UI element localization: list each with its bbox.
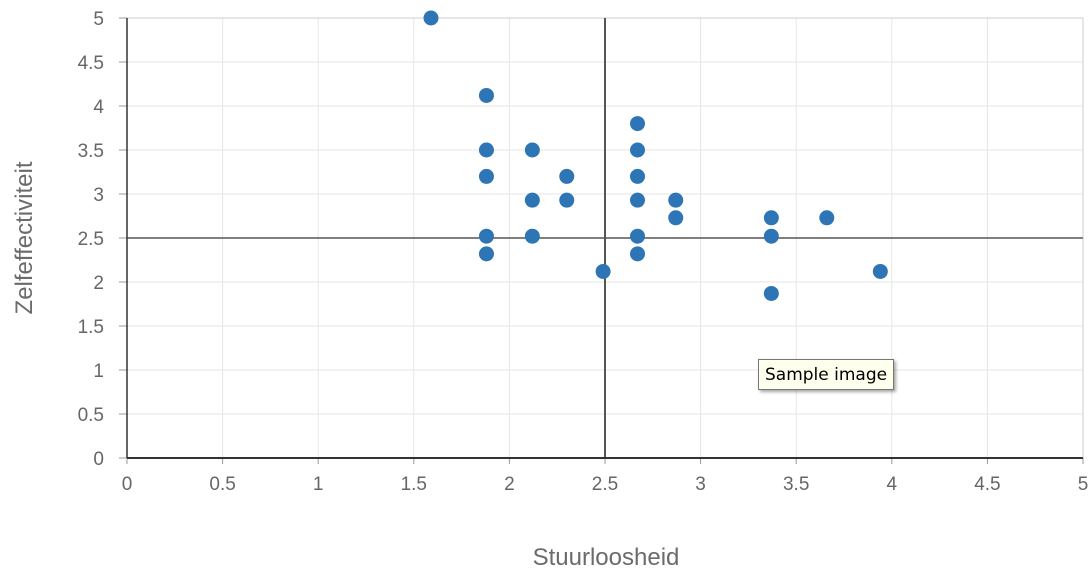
data-point [630, 168, 646, 184]
y-tick-label: 2 [93, 273, 104, 294]
data-point [668, 210, 684, 226]
y-tick-label: 3.5 [78, 141, 104, 162]
data-point [763, 228, 779, 244]
data-point [630, 228, 646, 244]
y-tick-label: 1.5 [78, 317, 104, 338]
x-tick-label: 5 [1078, 474, 1089, 495]
x-tick-label: 2 [504, 474, 515, 495]
data-point [478, 246, 494, 262]
data-point [478, 228, 494, 244]
data-point [524, 228, 540, 244]
x-tick-label: 3.5 [783, 474, 809, 495]
y-tick-label: 2.5 [78, 229, 104, 250]
tooltip: Sample image [758, 359, 895, 390]
data-point [819, 210, 835, 226]
y-tick-label: 4.5 [78, 53, 104, 74]
axes [119, 17, 1084, 464]
data-point [872, 263, 888, 279]
x-axis-title: Stuurloosheid [533, 544, 680, 571]
y-tick-labels: 0 0.5 1 1.5 2 2.5 3 3.5 4 4.5 5 [78, 9, 105, 470]
x-tick-label: 3 [695, 474, 706, 495]
data-point [524, 192, 540, 208]
x-tick-label: 1 [313, 474, 324, 495]
data-point [595, 263, 611, 279]
y-tick-label: 0 [93, 449, 104, 470]
data-point [478, 168, 494, 184]
data-point [630, 116, 646, 132]
y-tick-label: 5 [93, 9, 104, 30]
data-point [478, 87, 494, 103]
x-tick-label: 4.5 [974, 474, 1000, 495]
data-point [423, 10, 439, 26]
data-point [478, 142, 494, 158]
data-point [559, 192, 575, 208]
x-tick-label: 2.5 [592, 474, 618, 495]
x-tick-label: 0.5 [209, 474, 235, 495]
data-points [423, 10, 888, 301]
x-tick-label: 1.5 [401, 474, 427, 495]
y-tick-label: 3 [93, 185, 104, 206]
data-point [630, 142, 646, 158]
y-axis-title: Zelfeffectiviteit [11, 161, 38, 314]
data-point [763, 285, 779, 301]
reference-lines [127, 18, 1083, 458]
data-point [559, 168, 575, 184]
data-point [524, 142, 540, 158]
x-tick-label: 0 [122, 474, 133, 495]
data-point [668, 192, 684, 208]
y-tick-label: 0.5 [78, 405, 104, 426]
y-tick-label: 1 [93, 361, 104, 382]
x-tick-labels: 0 0.5 1 1.5 2 2.5 3 3.5 4 4.5 5 [122, 474, 1089, 495]
x-tick-label: 4 [887, 474, 898, 495]
data-point [763, 210, 779, 226]
data-point [630, 192, 646, 208]
y-tick-label: 4 [93, 97, 104, 118]
data-point [630, 246, 646, 262]
tooltip-text: Sample image [765, 365, 888, 385]
